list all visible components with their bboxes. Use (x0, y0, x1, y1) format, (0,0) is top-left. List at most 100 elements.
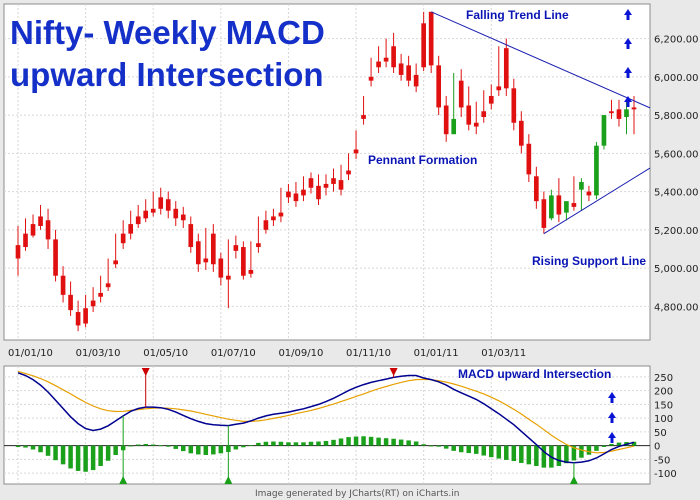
histogram-bar (526, 445, 532, 465)
rising-support-label: Rising Support Line (532, 254, 646, 268)
price-tick-label: 5,600.00 (654, 149, 699, 160)
x-tick-label: 01/03/10 (76, 348, 121, 359)
up-arrow-icon (608, 412, 616, 418)
candle-body (503, 48, 509, 89)
histogram-bar (286, 442, 291, 446)
candle-body (406, 65, 411, 81)
histogram-bar (323, 440, 329, 446)
candle-body (98, 292, 103, 297)
candle-body (45, 220, 51, 240)
x-tick-label: 01/01/10 (8, 348, 53, 359)
histogram-bar (496, 445, 502, 459)
candle-body (83, 308, 88, 324)
candle-body (436, 65, 442, 108)
candle-body (135, 216, 141, 225)
histogram-bar (53, 445, 58, 461)
histogram-bar (556, 445, 562, 466)
histogram-bar (113, 445, 118, 455)
candle-body (308, 178, 314, 188)
histogram-bar (338, 438, 344, 446)
candle-body (518, 120, 524, 146)
candle-body (473, 122, 479, 127)
histogram-bar (196, 445, 201, 455)
candle-body (466, 105, 472, 125)
candle-body (376, 61, 381, 68)
signal-line (17, 370, 635, 454)
histogram-bar (534, 445, 539, 466)
candle-body (301, 189, 306, 196)
up-arrow-icon (608, 432, 616, 438)
price-tick-label: 5,000.00 (654, 264, 699, 275)
candle-body (571, 203, 577, 207)
histogram-bar (428, 445, 434, 447)
candle-body (383, 57, 389, 62)
candle-body (38, 216, 43, 226)
histogram-bar (353, 436, 359, 446)
histogram-bar (15, 445, 21, 447)
histogram-bar (23, 445, 28, 448)
footer-credit: Image generated by JCharts(RT) on iChart… (255, 489, 459, 499)
histogram-bar (218, 445, 224, 454)
buy-marker-icon (119, 476, 128, 484)
candle-body (586, 191, 592, 196)
falling-trend-label: Falling Trend Line (466, 8, 569, 22)
candle-body (458, 80, 464, 108)
histogram-bar (421, 444, 426, 446)
up-arrow-icon (624, 38, 632, 44)
candle-body (263, 220, 269, 230)
histogram-bar (631, 441, 637, 446)
candles (15, 11, 637, 332)
price-y-ticks: 4,800.00 5,000.00 5,200.00 5,400.00 5,600.00… (654, 35, 699, 314)
macd-line (17, 372, 635, 464)
up-arrow-stem (610, 418, 614, 423)
histogram-bar (165, 445, 171, 447)
candle-body (195, 241, 201, 265)
up-arrow-stem (626, 44, 630, 49)
histogram-bar (181, 445, 186, 452)
up-arrow-icon (624, 67, 632, 73)
histogram-bar (601, 445, 607, 447)
candle-body (534, 176, 539, 202)
candle-body (256, 243, 261, 248)
candle-body (428, 11, 434, 66)
histogram-bar (331, 439, 336, 446)
candle-body (316, 185, 321, 200)
price-tick-label: 5,400.00 (654, 188, 699, 199)
histogram-bar (346, 437, 351, 446)
candle-body (210, 233, 216, 265)
macd-tick-label: 150 (654, 400, 673, 411)
x-tick-label: 01/01/11 (414, 348, 459, 359)
histogram-bar (541, 445, 547, 468)
candle-body (188, 224, 194, 248)
histogram-bar (150, 444, 156, 446)
candle-body (53, 239, 58, 276)
candle-body (496, 86, 502, 91)
up-arrow-icon (624, 96, 632, 102)
histogram-bar (504, 445, 509, 460)
histogram-bar (241, 445, 246, 448)
candle-body (286, 191, 291, 198)
histogram-bar (481, 445, 487, 456)
candle-body (203, 258, 209, 263)
candle-body (143, 210, 149, 219)
candle-body (293, 193, 299, 202)
price-panel (3, 3, 651, 341)
histogram-bar (489, 445, 494, 458)
up-arrow-stem (626, 73, 630, 78)
candle-body (120, 233, 126, 244)
price-tick-label: 5,200.00 (654, 226, 699, 237)
histogram-bar (383, 438, 389, 446)
chart-title-line-2: upward Intersection (10, 56, 324, 93)
macd-up-arrows (608, 392, 616, 443)
histogram-bar (361, 436, 366, 446)
histogram-bar (301, 442, 306, 446)
candle-body (443, 105, 449, 135)
candle-body (165, 199, 171, 211)
candle-body (150, 208, 156, 213)
histogram-bar (271, 441, 276, 446)
histogram-bar (473, 445, 479, 454)
histogram-bar (38, 445, 43, 453)
candle-body (361, 115, 366, 119)
histogram-bar (391, 438, 396, 446)
